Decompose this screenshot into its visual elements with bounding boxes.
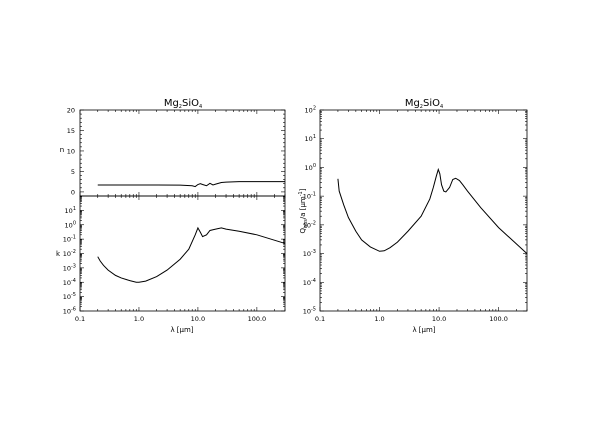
axis-ticks bbox=[79, 109, 528, 312]
y-tick-label: 101 bbox=[65, 206, 76, 215]
y-tick-label: 10-2 bbox=[63, 249, 76, 258]
tick-labels: 0 5 10 15 20 0.1 1.0 10.0 100.0 101 100 10-1 10-2 10-… bbox=[63, 106, 508, 324]
y-tick-label: 10-4 bbox=[303, 278, 316, 287]
y-tick-label: 100 bbox=[65, 220, 76, 229]
x-tick-label: 10.0 bbox=[191, 315, 205, 323]
y-tick-label: 102 bbox=[305, 106, 316, 115]
ylabel-k: k bbox=[56, 250, 61, 258]
panel-q-frame bbox=[319, 109, 528, 312]
title-right: Mg2SiO4 bbox=[405, 98, 443, 110]
series-line-n bbox=[97, 181, 285, 188]
y-tick-label: 15 bbox=[67, 127, 75, 135]
y-tick-label: 100 bbox=[305, 163, 316, 172]
x-tick-label: 0.1 bbox=[75, 315, 85, 323]
y-tick-label: 10-4 bbox=[63, 278, 76, 287]
x-tick-label: 100.0 bbox=[489, 315, 508, 323]
xlabel-left: λ [µm] bbox=[170, 326, 193, 334]
y-tick-label: 10-1 bbox=[303, 192, 316, 201]
ylabel-n: n bbox=[60, 146, 64, 154]
title-left: Mg2SiO4 bbox=[164, 98, 202, 110]
x-tick-label: 10.0 bbox=[432, 315, 446, 323]
y-tick-label: 10-5 bbox=[303, 307, 316, 316]
y-tick-label: 5 bbox=[71, 168, 75, 176]
panel-n-frame bbox=[79, 109, 286, 197]
xlabel-right: λ [µm] bbox=[412, 326, 435, 334]
panel-k-frame bbox=[79, 195, 286, 312]
y-tick-label: 10 bbox=[67, 147, 75, 155]
y-tick-label: 10-3 bbox=[63, 263, 76, 272]
ylabel-q: Qabs/a [µm-1] bbox=[298, 188, 309, 233]
x-tick-label: 1.0 bbox=[374, 315, 384, 323]
series-line-q bbox=[337, 167, 528, 254]
y-tick-label: 10-1 bbox=[63, 235, 76, 244]
y-tick-label: 10-5 bbox=[63, 292, 76, 301]
y-tick-label: 20 bbox=[67, 107, 75, 115]
y-tick-label: 10-6 bbox=[63, 307, 76, 316]
y-tick-label: 10-2 bbox=[303, 220, 316, 229]
y-tick-label: 101 bbox=[305, 134, 316, 143]
y-tick-label: 10-3 bbox=[303, 249, 316, 258]
x-tick-label: 0.1 bbox=[315, 315, 325, 323]
y-tick-label: 0 bbox=[71, 188, 75, 196]
data-curves bbox=[97, 167, 528, 283]
series-line-k bbox=[97, 226, 286, 283]
x-tick-label: 100.0 bbox=[248, 315, 267, 323]
x-tick-label: 1.0 bbox=[134, 315, 144, 323]
